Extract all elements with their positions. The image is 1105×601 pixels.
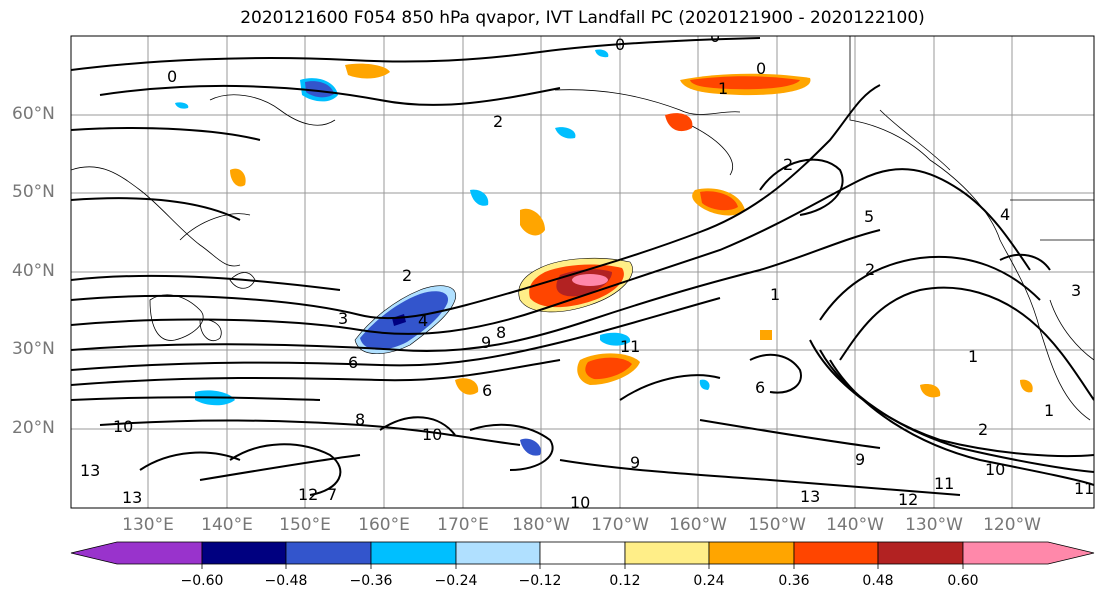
colorbar-tick-label: −0.60 bbox=[180, 573, 224, 589]
contour-label: 4 bbox=[1000, 205, 1010, 224]
lat-label: 50°N bbox=[12, 182, 55, 202]
lat-label: 20°N bbox=[12, 418, 55, 438]
contour-label: 10 bbox=[422, 425, 442, 444]
contour-label: 10 bbox=[570, 493, 590, 512]
contour-label: 6 bbox=[755, 378, 765, 397]
contour-labels: 0 0 0 0 1 2 2 2 3 4 6 8 9 10 10 10 11 12… bbox=[80, 27, 1094, 512]
contour-label: 5 bbox=[864, 207, 874, 226]
contour-label: 1 bbox=[718, 79, 728, 98]
lon-label: 150°E bbox=[279, 515, 331, 535]
colorbar-segment bbox=[877, 541, 964, 565]
contour-label: 9 bbox=[481, 333, 491, 352]
contour-label: 10 bbox=[113, 417, 133, 436]
colorbar-tick-label: −0.24 bbox=[434, 573, 478, 589]
colorbar-segment bbox=[793, 541, 879, 565]
colorbar-tick-label: −0.12 bbox=[518, 573, 562, 589]
contour-label: 9 bbox=[855, 450, 865, 469]
contour-label: 2 bbox=[978, 420, 988, 439]
contour-label: 2 bbox=[493, 112, 503, 131]
lon-label: 120°W bbox=[983, 515, 1041, 535]
contour-label: 7 bbox=[327, 485, 337, 504]
contour-label: 0 bbox=[615, 35, 625, 54]
lon-label: 140°E bbox=[201, 515, 253, 535]
colorbar-tick-label: −0.48 bbox=[264, 573, 308, 589]
map-title: 2020121600 F054 850 hPa qvapor, IVT Land… bbox=[240, 8, 925, 28]
contour-label: 1 bbox=[1044, 401, 1054, 420]
contour-label: 12 bbox=[298, 485, 318, 504]
contour-label: 6 bbox=[348, 353, 358, 372]
colorbar-segment bbox=[201, 541, 287, 565]
map-frame bbox=[70, 35, 1095, 509]
contour-label: 13 bbox=[80, 461, 100, 480]
contour-label: 2 bbox=[783, 155, 793, 174]
contour-label: 11 bbox=[934, 474, 954, 493]
ivt-contours bbox=[71, 37, 1094, 496]
colorbar-tick-label: 0.48 bbox=[862, 573, 894, 589]
colorbar-segment bbox=[962, 541, 1095, 565]
lon-label: 130°W bbox=[905, 515, 963, 535]
contour-label: 0 bbox=[756, 59, 766, 78]
lat-label: 30°N bbox=[12, 339, 55, 359]
contour-label: 4 bbox=[418, 311, 428, 330]
lon-label: 170°E bbox=[437, 515, 489, 535]
contour-label: 6 bbox=[482, 381, 492, 400]
contour-label: 1 bbox=[770, 285, 780, 304]
colorbar-segment bbox=[455, 541, 541, 565]
shading-outlines bbox=[354, 257, 633, 354]
shaded-anomalies bbox=[175, 49, 1033, 456]
lon-label: 170°W bbox=[591, 515, 649, 535]
colorbar-tick-label: 0.24 bbox=[693, 573, 725, 589]
contour-label: 11 bbox=[1074, 479, 1094, 498]
lon-label: 150°W bbox=[748, 515, 806, 535]
contour-label: 1 bbox=[968, 347, 978, 366]
contour-label: 0 bbox=[710, 27, 720, 46]
lon-label: 160°W bbox=[669, 515, 727, 535]
lat-label: 60°N bbox=[12, 104, 55, 124]
contour-label: 0 bbox=[167, 67, 177, 86]
colorbar-segment bbox=[539, 541, 626, 565]
contour-label: 11 bbox=[620, 337, 640, 356]
contour-label: 3 bbox=[338, 309, 348, 328]
contour-label: 9 bbox=[630, 453, 640, 472]
lon-label: 140°W bbox=[826, 515, 884, 535]
colorbar-tick-label: 0.12 bbox=[609, 573, 641, 589]
contour-label: 8 bbox=[496, 323, 506, 342]
contour-label: 13 bbox=[800, 487, 820, 506]
colorbar-segment bbox=[624, 541, 710, 565]
colorbar-tick-label: 0.36 bbox=[778, 573, 810, 589]
contour-label: 8 bbox=[355, 410, 365, 429]
colorbar bbox=[70, 541, 1095, 569]
lon-label: 180°W bbox=[512, 515, 570, 535]
colorbar-tick-label: −0.36 bbox=[349, 573, 393, 589]
contour-label: 12 bbox=[898, 490, 918, 509]
colorbar-segment bbox=[708, 541, 795, 565]
contour-label: 13 bbox=[122, 488, 142, 507]
lon-label: 160°E bbox=[358, 515, 410, 535]
contour-label: 2 bbox=[865, 260, 875, 279]
contour-label: 2 bbox=[402, 266, 412, 285]
contour-label: 3 bbox=[1071, 281, 1081, 300]
colorbar-segment bbox=[285, 541, 372, 565]
lon-label: 130°E bbox=[122, 515, 174, 535]
graticule bbox=[71, 36, 1094, 508]
lat-label: 40°N bbox=[12, 261, 55, 281]
colorbar-tick-label: 0.60 bbox=[947, 573, 979, 589]
colorbar-segment bbox=[70, 541, 203, 565]
contour-label: 10 bbox=[985, 460, 1005, 479]
colorbar-segment bbox=[370, 541, 457, 565]
